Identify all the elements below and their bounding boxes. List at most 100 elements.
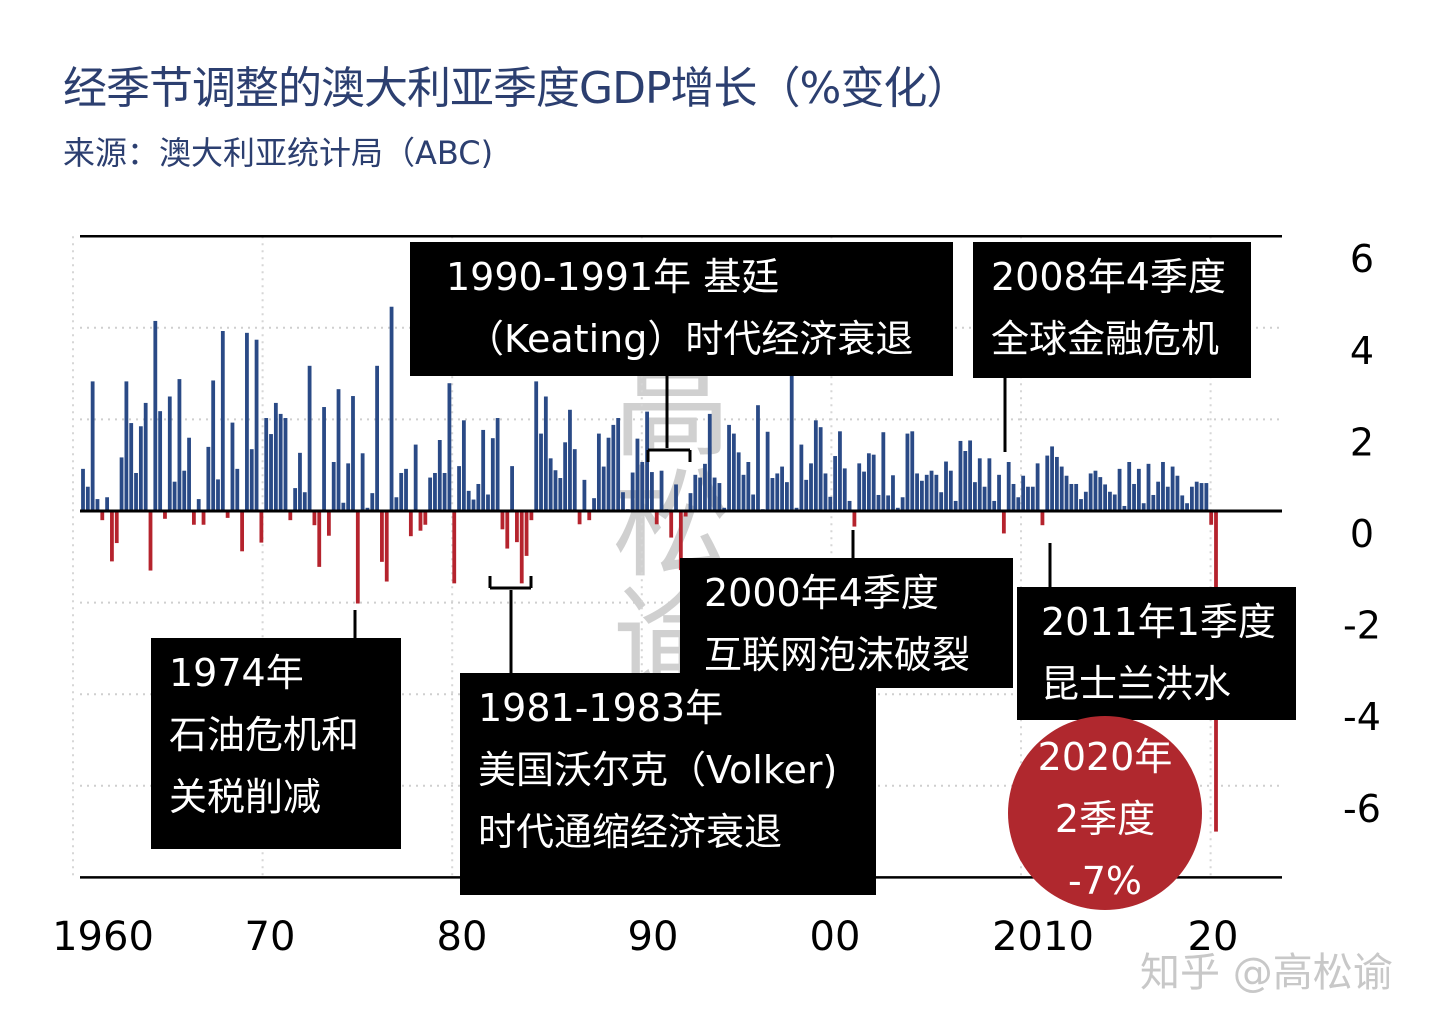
bar [606,437,611,511]
bar [982,486,987,511]
bar [997,474,1001,511]
bar [1093,470,1098,511]
bar [201,511,206,525]
x-tick-label: 80 [437,914,488,960]
x-tick-label: 2010 [992,914,1094,960]
annotation-text: 2020年 [1037,735,1173,779]
annotation-1974-oil-crisis: 1974年 石油危机和 关税削减 [151,638,401,849]
bar [191,511,196,525]
bar [621,492,625,511]
bar [1050,446,1054,511]
bar [510,466,514,511]
bar [307,365,312,511]
bar [871,454,876,511]
y-tick-label: -6 [1343,787,1381,831]
bar [220,331,225,511]
bar [447,383,452,511]
bar [683,511,688,517]
bar [823,473,828,511]
annotation-2020-covid-circle: 2020年 2季度 -7% [1008,716,1202,910]
bar [1161,461,1165,511]
bar [707,413,712,511]
bar [148,511,153,571]
bar [568,409,572,511]
bar [616,418,621,511]
bar [370,493,375,511]
bar [1064,475,1069,511]
bar [273,402,278,511]
bar [177,379,182,511]
bar [1141,503,1146,511]
bar [346,463,351,511]
bar [910,431,915,511]
bar [842,468,847,511]
bar [1035,463,1040,511]
bar [789,374,794,511]
bar [1112,494,1117,511]
bar [1026,486,1030,511]
bar [1146,463,1151,511]
bar [1006,461,1011,511]
bar [206,446,211,511]
bar [413,444,418,511]
bar [1151,494,1156,511]
bar [408,511,413,537]
bar [659,470,664,511]
bar [929,470,934,511]
bar [751,494,756,511]
bar [722,507,727,511]
bar [650,472,654,511]
bar [95,499,100,511]
bar [674,484,678,511]
bar [1088,473,1093,511]
bar [847,500,852,511]
bar [341,502,346,511]
bar [915,473,919,511]
zhihu-watermark: 知乎 @高松谕 [1140,950,1393,996]
bar [404,468,408,511]
bar [336,389,341,511]
annotation-text: 2000年4季度 [704,571,939,615]
bar [717,483,722,511]
annotation-text: 美国沃尔克（Volker) [478,748,838,792]
bar [987,458,992,511]
bar [553,470,558,511]
bar [891,475,895,511]
bar [635,438,640,511]
bar [953,500,958,511]
bar [799,444,804,511]
bar [654,511,659,525]
bar [601,466,606,511]
bar [158,411,163,511]
annotation-text: 石油危机和 [169,713,360,757]
bar [312,511,317,526]
y-tick-labels: 6 4 2 0 -2 -4 -6 [1343,237,1381,831]
annotation-2008-gfc: 2008年4季度 全球金融危机 [973,242,1251,378]
bar [968,440,973,511]
bar [355,511,360,604]
y-tick-label: 4 [1350,329,1374,373]
bar [380,511,384,562]
bar [254,339,259,511]
bar [746,461,751,511]
bar [529,511,534,521]
bar [437,440,442,511]
bar [119,457,124,511]
bar [857,463,862,511]
bar [1194,481,1199,511]
bar [81,468,85,511]
bar [775,473,780,511]
bar [920,480,924,511]
bar [394,497,399,511]
bar [264,418,269,511]
bar [163,511,167,519]
bar [481,429,486,511]
bar [543,396,548,511]
bar [905,433,910,511]
bar [1103,484,1108,511]
bar [973,482,977,511]
x-tick-label: 90 [628,914,679,960]
bar [216,479,220,511]
bar [471,499,476,511]
bar [317,511,322,567]
